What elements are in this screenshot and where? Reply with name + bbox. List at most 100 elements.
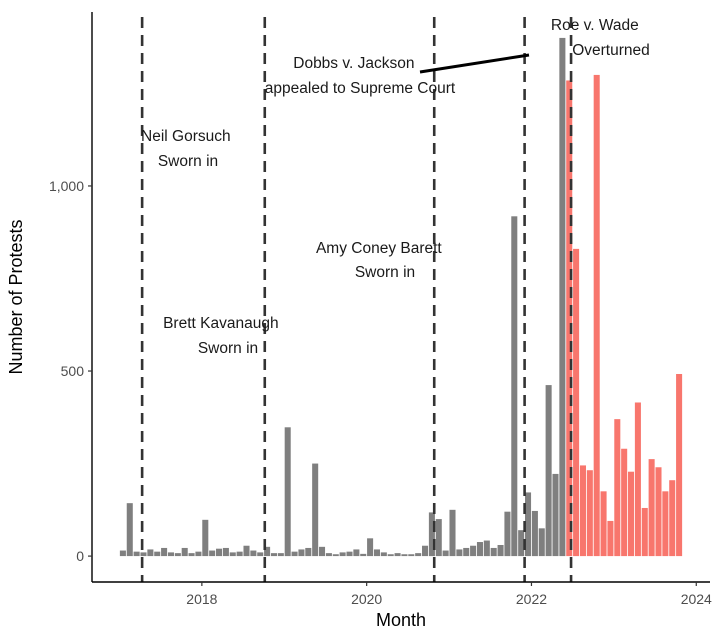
x-tick-label: 2022: [516, 591, 547, 607]
y-tick-label: 500: [61, 363, 85, 379]
bar-2022-11: [600, 491, 607, 557]
bar-2019-06: [319, 546, 326, 557]
bar-2019-02: [291, 551, 298, 557]
reference-lines-layer: [140, 17, 573, 582]
y-tick-label: 1,000: [49, 178, 84, 194]
bar-2019-05: [312, 463, 319, 557]
annotation-gorsuch: Neil Gorsuch Sworn in: [141, 128, 235, 170]
x-tick-label: 2020: [351, 591, 382, 607]
bar-2023-03: [628, 471, 635, 557]
bar-2022-08: [579, 465, 586, 557]
bar-2018-12: [277, 553, 284, 557]
bar-2017-03: [133, 551, 140, 557]
bar-2018-05: [229, 552, 236, 557]
bar-2021-02: [456, 549, 463, 557]
bar-2022-12: [607, 520, 614, 557]
bar-2018-04: [222, 547, 229, 557]
bar-2022-09: [586, 470, 593, 557]
bar-2017-07: [161, 547, 168, 557]
bar-2019-12: [360, 553, 367, 557]
bar-2023-06: [648, 459, 655, 557]
bar-2017-12: [195, 551, 202, 557]
bar-2020-05: [394, 553, 401, 557]
bar-2023-10: [676, 373, 683, 557]
bar-2020-02: [373, 549, 380, 557]
bar-2020-10: [428, 512, 435, 557]
bar-2021-01: [449, 509, 456, 557]
annotation-barrett-line2: Sworn in: [355, 264, 415, 281]
x-tick-label: 2018: [186, 591, 217, 607]
bar-2019-07: [325, 553, 332, 557]
bar-2021-10: [511, 216, 518, 557]
bar-2020-01: [367, 538, 374, 557]
bar-2019-01: [284, 427, 291, 557]
bar-2017-02: [126, 503, 133, 557]
bar-2017-10: [181, 547, 188, 557]
bar-2022-01: [531, 510, 538, 557]
bar-2017-05: [147, 549, 154, 557]
bar-2017-06: [154, 551, 161, 557]
bar-2017-04: [140, 552, 147, 557]
bar-2019-03: [298, 549, 305, 557]
bar-2018-11: [270, 553, 277, 557]
y-axis-title: Number of Protests: [6, 219, 26, 374]
bar-2018-02: [209, 550, 216, 557]
bar-2023-05: [641, 507, 648, 557]
bar-2020-09: [422, 545, 429, 557]
bar-2020-07: [408, 554, 415, 557]
bar-2017-01: [119, 550, 126, 557]
bar-2017-11: [188, 553, 195, 557]
bar-2018-10: [264, 546, 271, 557]
bar-2018-07: [243, 545, 250, 557]
bar-2020-11: [435, 519, 442, 557]
bar-2021-09: [504, 511, 511, 557]
annotation-dobbs: Dobbs v. Jackson appealed to Supreme Cou…: [265, 55, 456, 97]
bar-2022-03: [545, 385, 552, 557]
bar-2019-09: [339, 552, 346, 557]
bar-2021-04: [470, 545, 477, 557]
axes-layer: [91, 12, 710, 583]
y-tick-label: 0: [76, 548, 84, 564]
bars-layer: [119, 37, 683, 557]
y-ticks-layer: 0 500 1,000: [49, 178, 92, 564]
bar-2021-07: [490, 547, 497, 557]
bar-2019-11: [353, 549, 360, 557]
bar-2018-01: [202, 519, 209, 557]
bar-2019-10: [346, 551, 353, 557]
bar-2023-01: [614, 419, 621, 557]
bar-2022-04: [552, 473, 559, 557]
bar-2022-07: [573, 248, 580, 557]
bar-2020-03: [380, 552, 387, 557]
annotation-dobbs-line1: Dobbs v. Jackson: [293, 55, 414, 72]
bar-2021-11: [518, 530, 525, 557]
bar-2020-08: [415, 553, 422, 557]
annotation-barrett-line1: Amy Coney Barett: [316, 240, 442, 257]
bar-2017-09: [174, 553, 181, 557]
dobbs-leader-line: [419, 53, 530, 74]
annotation-barrett: Amy Coney Barett Sworn in: [316, 240, 446, 281]
bar-2021-03: [463, 547, 470, 557]
x-ticks-layer: 2018 2020 2022 2024: [186, 582, 712, 607]
bar-2022-10: [593, 74, 600, 557]
annotation-gorsuch-line2: Sworn in: [158, 153, 218, 170]
bar-2022-06: [566, 80, 573, 557]
annotation-roe-line2: Overturned: [572, 42, 650, 59]
annotation-roe-line1: Roe v. Wade: [551, 17, 639, 34]
bar-2021-06: [483, 540, 490, 557]
bar-2023-04: [634, 402, 641, 557]
x-tick-label: 2024: [681, 591, 712, 607]
bar-2023-07: [655, 467, 662, 557]
annotation-kavanaugh-line1: Brett Kavanaugh: [163, 315, 278, 332]
bar-2023-02: [621, 448, 628, 557]
bar-2022-02: [538, 528, 545, 557]
bar-2020-04: [387, 554, 394, 557]
bar-2021-12: [525, 492, 532, 557]
bar-2017-08: [167, 552, 174, 557]
bar-2021-08: [497, 544, 504, 557]
annotation-roe: Roe v. Wade Overturned: [551, 17, 650, 59]
bar-2020-12: [442, 550, 449, 557]
annotation-gorsuch-line1: Neil Gorsuch: [141, 128, 231, 145]
annotation-kavanaugh-line2: Sworn in: [198, 340, 258, 357]
bar-2018-09: [257, 552, 264, 557]
